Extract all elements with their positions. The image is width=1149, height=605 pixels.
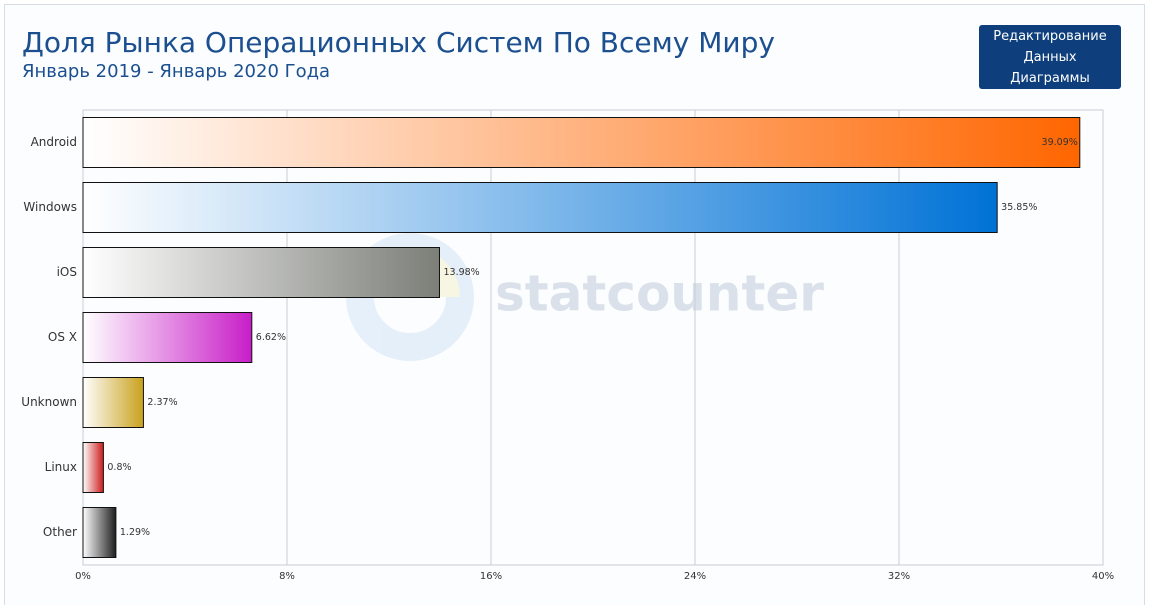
bar xyxy=(82,442,104,493)
value-label: 35.85% xyxy=(1001,202,1037,213)
bar xyxy=(82,247,440,298)
x-tick-label: 8% xyxy=(279,571,295,582)
chart-frame xyxy=(4,4,1145,605)
chart-title: Доля Рынка Операционных Систем По Всему … xyxy=(22,26,775,59)
y-tick-label: Windows xyxy=(23,200,77,214)
y-tick-label: Linux xyxy=(45,460,77,474)
y-tick-label: Unknown xyxy=(21,395,77,409)
x-tick-label: 0% xyxy=(75,571,91,582)
value-label: 39.09% xyxy=(1042,137,1078,148)
value-label: 13.98% xyxy=(443,267,479,278)
watermark: statcounter xyxy=(495,265,824,323)
x-tick-label: 16% xyxy=(480,571,502,582)
bar xyxy=(82,377,144,428)
edit-button[interactable]: Редактирование Данных Диаграммы xyxy=(979,25,1121,89)
value-label: 0.8% xyxy=(107,462,131,473)
y-tick-label: Other xyxy=(43,525,77,539)
y-tick-label: Android xyxy=(31,135,77,149)
x-tick-label: 40% xyxy=(1092,571,1114,582)
bar xyxy=(82,507,117,558)
value-label: 6.62% xyxy=(256,332,286,343)
y-tick-label: iOS xyxy=(57,265,77,279)
x-tick-label: 24% xyxy=(684,571,706,582)
x-tick-label: 32% xyxy=(888,571,910,582)
value-label: 1.29% xyxy=(120,527,150,538)
bar xyxy=(82,312,253,363)
bar xyxy=(82,182,998,233)
chart-subtitle: Январь 2019 - Январь 2020 Года xyxy=(22,61,331,82)
y-tick-label: OS X xyxy=(48,330,77,344)
bar xyxy=(82,117,1081,168)
value-label: 2.37% xyxy=(147,397,177,408)
